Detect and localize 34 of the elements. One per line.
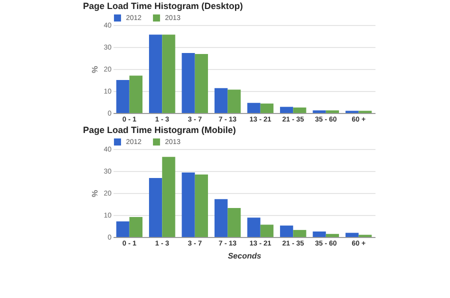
bar	[149, 178, 162, 237]
bar	[194, 54, 208, 113]
bar	[129, 76, 142, 113]
bar	[293, 108, 306, 113]
bar	[182, 52, 195, 113]
bar	[260, 224, 274, 237]
bar	[116, 221, 130, 237]
bar	[228, 90, 241, 113]
bar	[182, 172, 195, 237]
bar	[346, 232, 359, 237]
chart-title: Page Load Time Histogram (Desktop)	[83, 1, 243, 11]
bar	[214, 199, 228, 237]
bar	[280, 106, 294, 113]
bar	[293, 230, 306, 237]
bar	[326, 234, 339, 237]
bar	[260, 104, 274, 113]
bar	[129, 216, 142, 237]
y-axis-title: %	[90, 66, 100, 74]
x-axis-title: Seconds	[228, 252, 262, 260]
bar	[228, 208, 241, 237]
bar	[162, 34, 176, 113]
bar	[116, 80, 130, 113]
bar	[326, 110, 339, 113]
bar	[247, 102, 260, 113]
chart-title: Page Load Time Histogram (Mobile)	[83, 125, 236, 135]
bar	[214, 88, 228, 113]
bar	[149, 34, 162, 113]
bar	[312, 232, 326, 237]
bar	[194, 174, 208, 237]
bar	[162, 156, 176, 237]
bar	[280, 226, 294, 237]
y-axis-title: %	[90, 190, 100, 198]
bar	[312, 110, 326, 113]
bar	[247, 218, 260, 237]
